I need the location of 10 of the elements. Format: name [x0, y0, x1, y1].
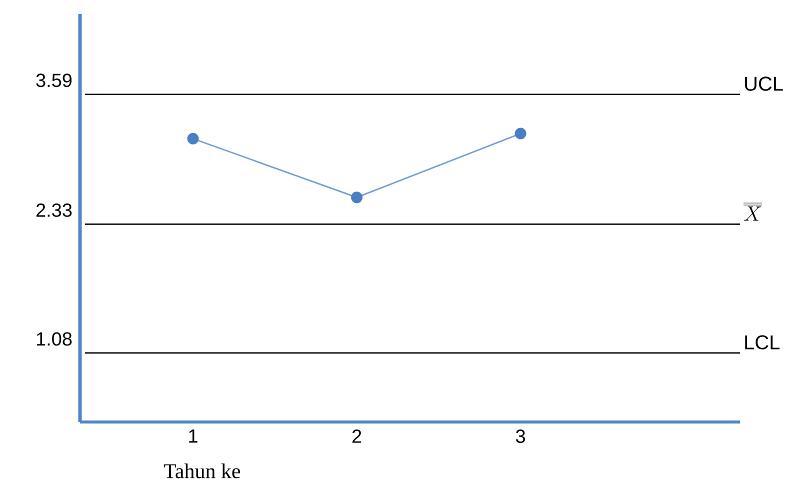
ref-line-label: $\mathrm{UCL}$: [745, 76, 783, 91]
x-tick-label: 3: [516, 430, 525, 443]
x-tick-label: 1: [189, 430, 198, 443]
ref-line-label: $\mathrm{LCL}$: [745, 335, 780, 350]
x-tick-label: 2: [352, 430, 362, 443]
y-tick-label: 3.59: [36, 74, 72, 88]
x-axis-title: Tahun ke: [164, 464, 240, 478]
y-tick-label: 1.08: [36, 332, 72, 346]
ref-line-label: $\overline{\overline{X}}$: [744, 203, 762, 221]
y-tick-label: 2.33: [36, 203, 72, 217]
